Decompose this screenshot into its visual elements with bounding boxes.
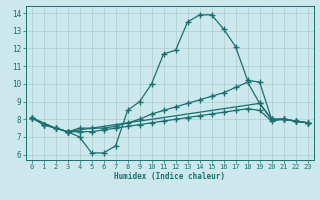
X-axis label: Humidex (Indice chaleur): Humidex (Indice chaleur) (114, 172, 225, 181)
